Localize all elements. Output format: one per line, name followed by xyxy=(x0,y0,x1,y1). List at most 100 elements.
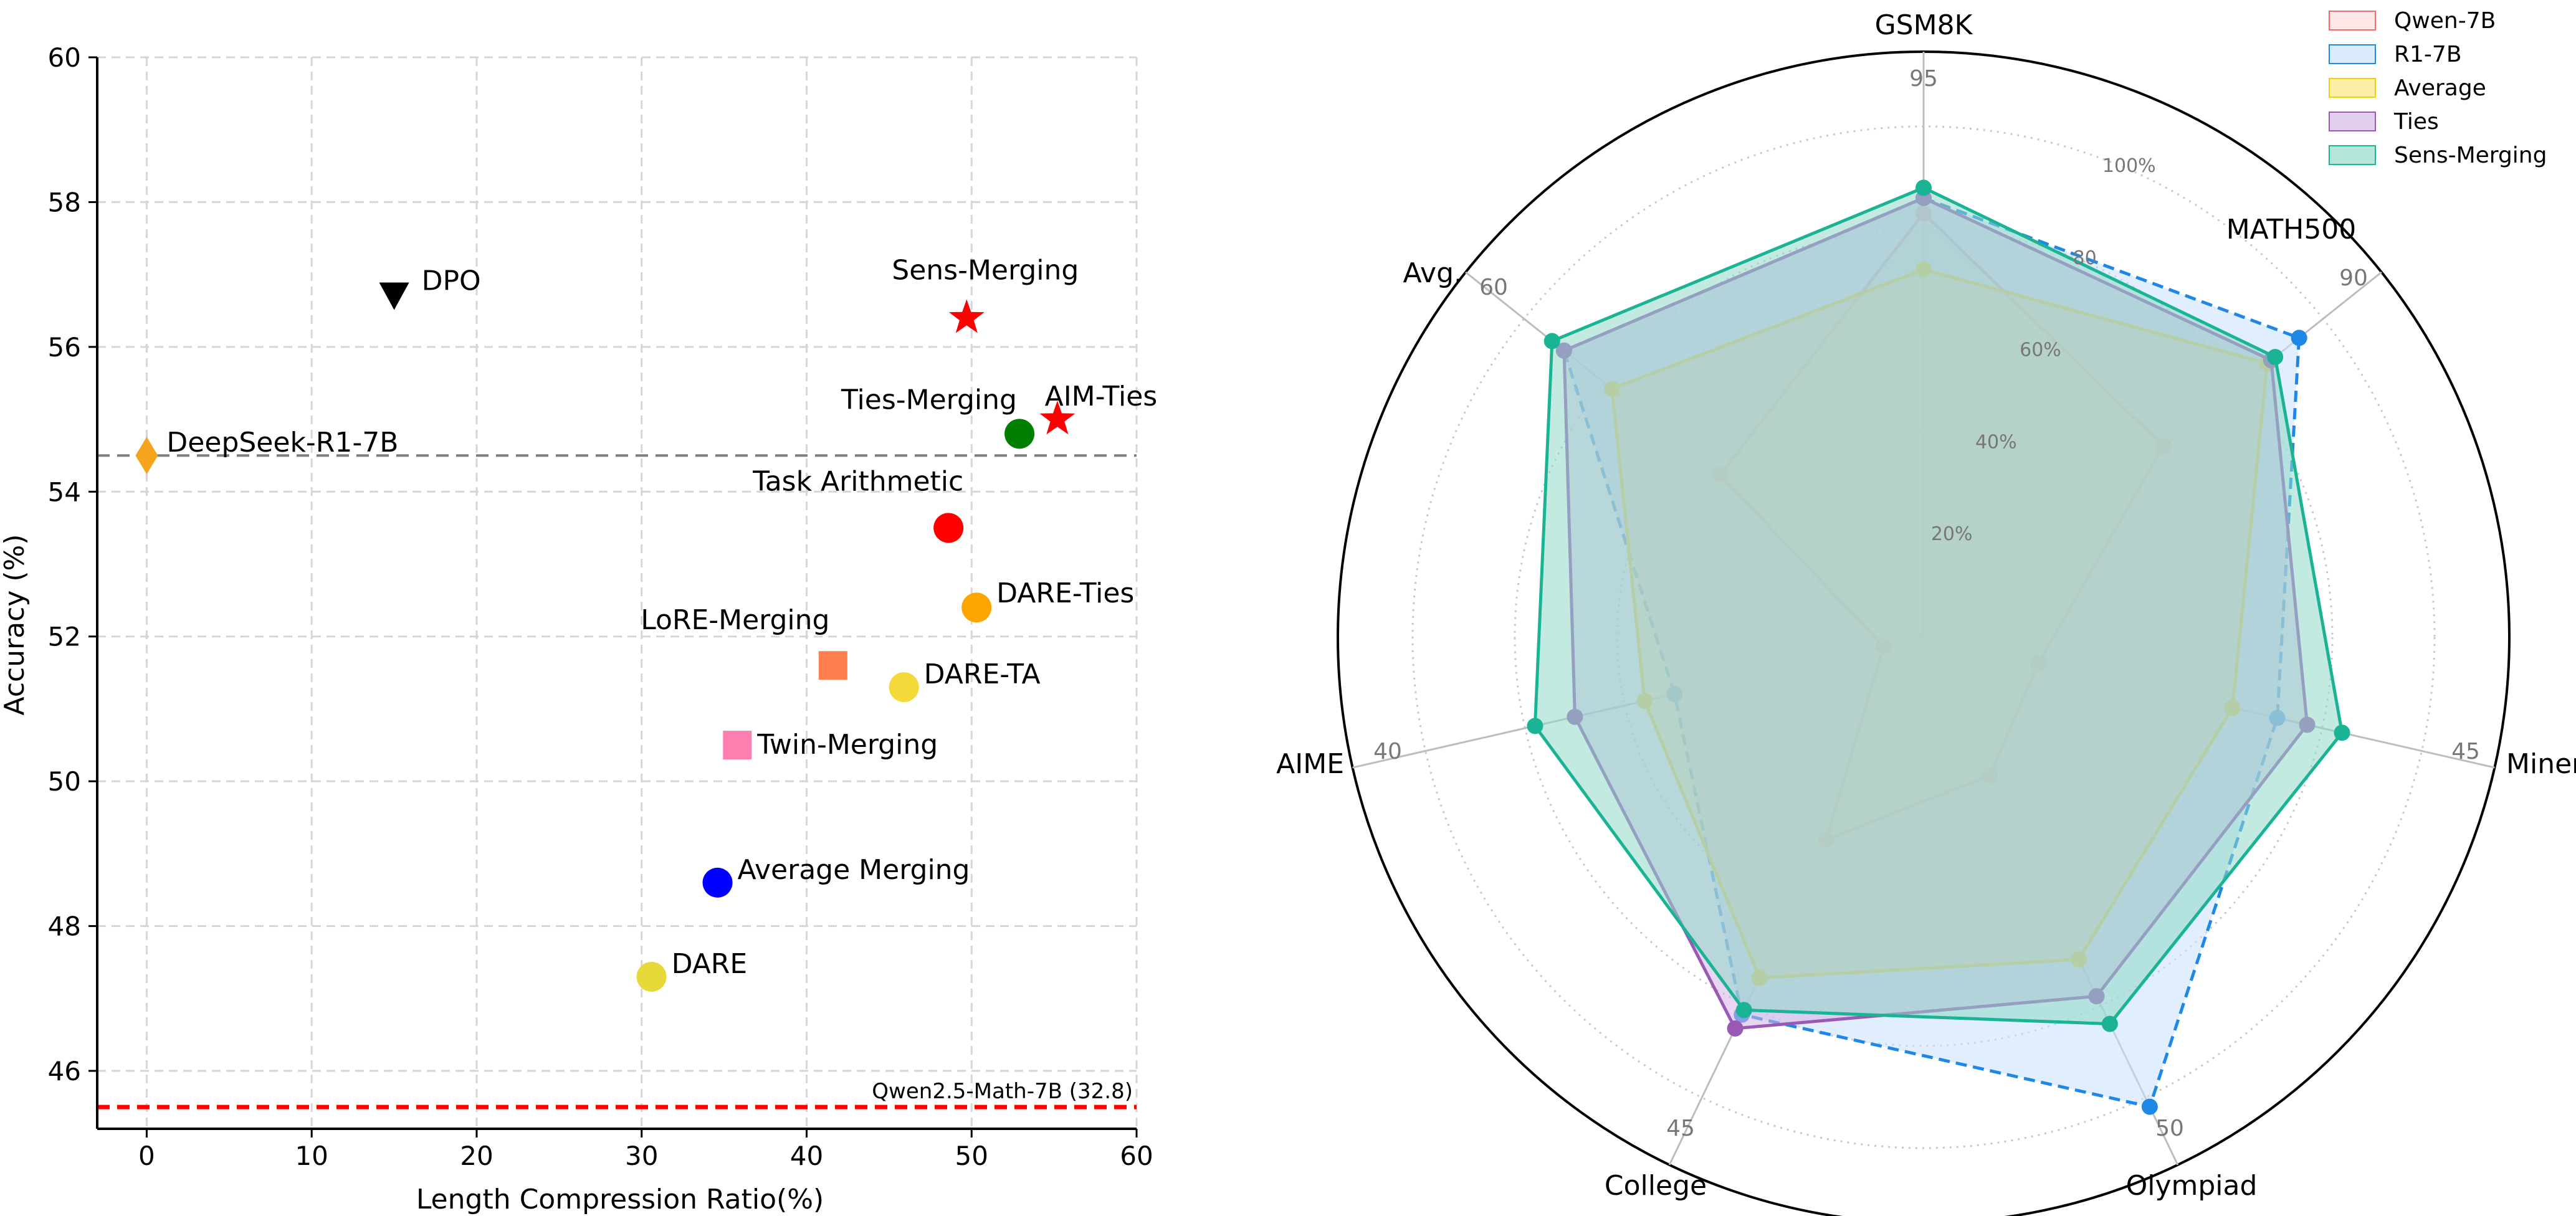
radar-axis-reference-value: 40 xyxy=(1373,739,1402,764)
dare-ta-marker xyxy=(889,672,919,703)
scatter-y-ticks: 46 48 50 52 54 56 58 60 xyxy=(48,42,97,1086)
radar-area xyxy=(1720,213,2163,840)
radar-outer-circle xyxy=(1337,50,2511,1216)
radar-axis-reference-value: 45 xyxy=(1666,1116,1695,1141)
legend-swatch xyxy=(2329,112,2376,131)
radar-spoke xyxy=(1923,636,2495,769)
radar-point xyxy=(1915,261,1932,278)
radar-radial-tick-label: 100% xyxy=(2102,155,2156,177)
radar-axis-label: College xyxy=(1605,1170,1707,1202)
x-tick-label: 30 xyxy=(625,1141,658,1171)
radar-ring xyxy=(1514,227,2334,1047)
radar-point xyxy=(2071,951,2087,968)
aim-ties-marker xyxy=(1039,401,1076,435)
x-tick-label: 10 xyxy=(295,1141,328,1171)
radar-series-average xyxy=(1603,261,2276,986)
radar-outline xyxy=(1717,211,2165,843)
radar-spoke xyxy=(1923,271,2382,639)
y-tick-label: 50 xyxy=(48,766,81,797)
legend-label: Average xyxy=(2394,75,2486,101)
radar-area xyxy=(1564,197,2299,1107)
radar-point xyxy=(1735,1002,1752,1019)
radar-point xyxy=(1666,686,1683,703)
radar-point xyxy=(2334,724,2350,741)
x-tick-label: 0 xyxy=(138,1141,155,1171)
point-label: AIM-Ties xyxy=(1045,381,1158,412)
radar-series xyxy=(1527,179,2350,1115)
point-label: DPO xyxy=(422,265,481,297)
radar-ring xyxy=(1820,534,2027,741)
radar-series-qwen-7b xyxy=(1712,205,2172,848)
radar-point xyxy=(2259,355,2276,372)
x-tick-label: 60 xyxy=(1120,1141,1153,1171)
ties-merging-marker xyxy=(1004,419,1035,449)
radar-outline xyxy=(1610,267,2269,980)
radar-point xyxy=(1982,767,1998,784)
radar-point xyxy=(1527,718,1543,734)
scatter-x-ticks: 0 10 20 30 40 50 60 xyxy=(138,1129,1153,1171)
radar-point xyxy=(2263,352,2279,369)
radar-point xyxy=(1915,179,1932,196)
y-tick-label: 46 xyxy=(48,1056,81,1086)
reference-line-label: Qwen2.5-Math-7B (32.8) xyxy=(872,1079,1133,1104)
lore-merging-marker xyxy=(818,651,847,680)
legend-swatch xyxy=(2329,145,2376,165)
dare-ties-marker xyxy=(961,592,992,623)
deepseek-r1-7b-marker xyxy=(135,437,158,475)
radar-point xyxy=(2269,710,2286,726)
radar-point xyxy=(2088,988,2105,1005)
y-tick-label: 58 xyxy=(48,187,81,217)
legend-label: Ties xyxy=(2393,109,2439,135)
scatter-reference-lines: Qwen2.5-Math-7B (32.8) xyxy=(97,454,1137,1109)
point-label: DARE xyxy=(672,948,748,980)
legend-swatch xyxy=(2329,11,2376,31)
x-tick-label: 20 xyxy=(460,1141,493,1171)
radar-spoke xyxy=(1668,637,1925,1166)
legend-swatch xyxy=(2329,78,2376,98)
radar-point xyxy=(2141,1098,2158,1115)
radar-point xyxy=(1543,333,1560,349)
point-label: DeepSeek-R1-7B xyxy=(166,427,398,458)
radar-axis-reference-value: 50 xyxy=(2155,1116,2184,1141)
radar-point xyxy=(1734,1006,1750,1023)
radar-axis-reference-value: 95 xyxy=(1909,66,1938,92)
radar-series-sens-merging xyxy=(1527,179,2350,1032)
radar-axis-label: Olympiad xyxy=(2126,1170,2258,1202)
y-tick-label: 54 xyxy=(48,477,81,507)
point-label: DARE-TA xyxy=(924,658,1041,690)
radar-ring xyxy=(1718,432,2129,843)
radar-spoke xyxy=(1352,636,1924,769)
legend-label: Sens-Merging xyxy=(2394,143,2547,168)
radar-axis-reference-value: 60 xyxy=(1479,275,1508,300)
radar-point xyxy=(1603,381,1620,397)
radar-spoke xyxy=(1922,637,2179,1166)
point-label: Ties-Merging xyxy=(841,384,1017,416)
radar-ring xyxy=(1616,330,2231,945)
radar-point xyxy=(1876,638,1892,655)
y-tick-label: 48 xyxy=(48,911,81,942)
radar-radial-tick-label: 80 xyxy=(2073,247,2097,269)
legend-label: Qwen-7B xyxy=(2394,8,2496,34)
radar-rings xyxy=(1337,50,2511,1216)
radar-ring xyxy=(1411,125,2436,1149)
y-tick-label: 56 xyxy=(48,332,81,363)
radar-axis-reference-value: 90 xyxy=(2339,265,2368,291)
radar-point xyxy=(1712,467,1729,483)
radar-series-ties xyxy=(1556,189,2316,1037)
radar-point xyxy=(2101,1015,2118,1032)
radar-axis-labels: GSM8K 95 MATH500 90 Minerva 45 Olympiad 50 Colle… xyxy=(1276,9,2576,1202)
radar-point xyxy=(1727,1020,1744,1037)
radar-area xyxy=(1535,188,2342,1024)
radar-outline xyxy=(1562,196,2301,1109)
radar-outline xyxy=(1533,186,2344,1026)
radar-area xyxy=(1611,269,2268,978)
radar-axis-label: Avg. xyxy=(1403,257,1462,289)
radar-point xyxy=(1915,205,1932,222)
radar-legend: Qwen-7B R1-7B Average Ties Sens-Merging xyxy=(2329,8,2547,168)
radar-point xyxy=(1567,708,1583,725)
y-axis-label: Accuracy (%) xyxy=(0,534,31,715)
radar-point xyxy=(1818,832,1834,848)
radar-point xyxy=(1636,693,1653,710)
point-label: Twin-Merging xyxy=(756,729,938,761)
radar-point xyxy=(2155,438,2172,455)
